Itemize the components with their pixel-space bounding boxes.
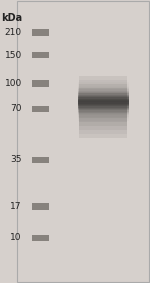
FancyBboxPatch shape [78,93,129,95]
FancyBboxPatch shape [32,235,49,241]
FancyBboxPatch shape [79,105,127,109]
FancyBboxPatch shape [32,106,49,112]
FancyBboxPatch shape [79,89,127,93]
FancyBboxPatch shape [78,100,129,101]
FancyBboxPatch shape [32,29,49,36]
FancyBboxPatch shape [78,110,129,112]
FancyBboxPatch shape [78,106,129,108]
FancyBboxPatch shape [78,117,129,118]
FancyBboxPatch shape [78,91,129,92]
FancyBboxPatch shape [78,114,129,115]
FancyBboxPatch shape [79,122,127,126]
FancyBboxPatch shape [79,84,127,89]
FancyBboxPatch shape [32,80,49,87]
FancyBboxPatch shape [79,117,127,122]
FancyBboxPatch shape [78,119,129,121]
FancyBboxPatch shape [32,157,49,163]
FancyBboxPatch shape [78,84,129,86]
Text: 150: 150 [4,51,22,60]
Text: 100: 100 [4,79,22,88]
FancyBboxPatch shape [79,109,127,113]
FancyBboxPatch shape [78,102,129,104]
FancyBboxPatch shape [79,126,127,130]
FancyBboxPatch shape [78,87,129,88]
FancyBboxPatch shape [78,108,129,109]
Text: 70: 70 [10,104,22,113]
FancyBboxPatch shape [79,113,127,117]
FancyBboxPatch shape [79,130,127,134]
FancyBboxPatch shape [78,105,129,106]
FancyBboxPatch shape [78,86,129,87]
Text: 35: 35 [10,155,22,164]
FancyBboxPatch shape [79,93,127,97]
FancyBboxPatch shape [79,97,127,101]
FancyBboxPatch shape [32,203,49,210]
FancyBboxPatch shape [78,113,129,114]
FancyBboxPatch shape [32,52,49,58]
FancyBboxPatch shape [78,112,129,113]
FancyBboxPatch shape [79,134,127,138]
FancyBboxPatch shape [78,89,129,91]
FancyBboxPatch shape [78,118,129,119]
FancyBboxPatch shape [78,95,129,96]
FancyBboxPatch shape [79,80,127,84]
Text: kDa: kDa [1,13,22,23]
FancyBboxPatch shape [79,101,127,105]
Text: 17: 17 [10,202,22,211]
Text: 210: 210 [5,28,22,37]
FancyBboxPatch shape [78,109,129,110]
FancyBboxPatch shape [78,101,129,102]
FancyBboxPatch shape [78,115,129,117]
FancyBboxPatch shape [78,96,129,97]
FancyBboxPatch shape [78,92,129,93]
FancyBboxPatch shape [78,104,129,105]
FancyBboxPatch shape [78,83,129,84]
FancyBboxPatch shape [79,76,127,80]
FancyBboxPatch shape [78,88,129,89]
FancyBboxPatch shape [78,97,129,98]
Text: 10: 10 [10,233,22,242]
FancyBboxPatch shape [78,98,129,100]
